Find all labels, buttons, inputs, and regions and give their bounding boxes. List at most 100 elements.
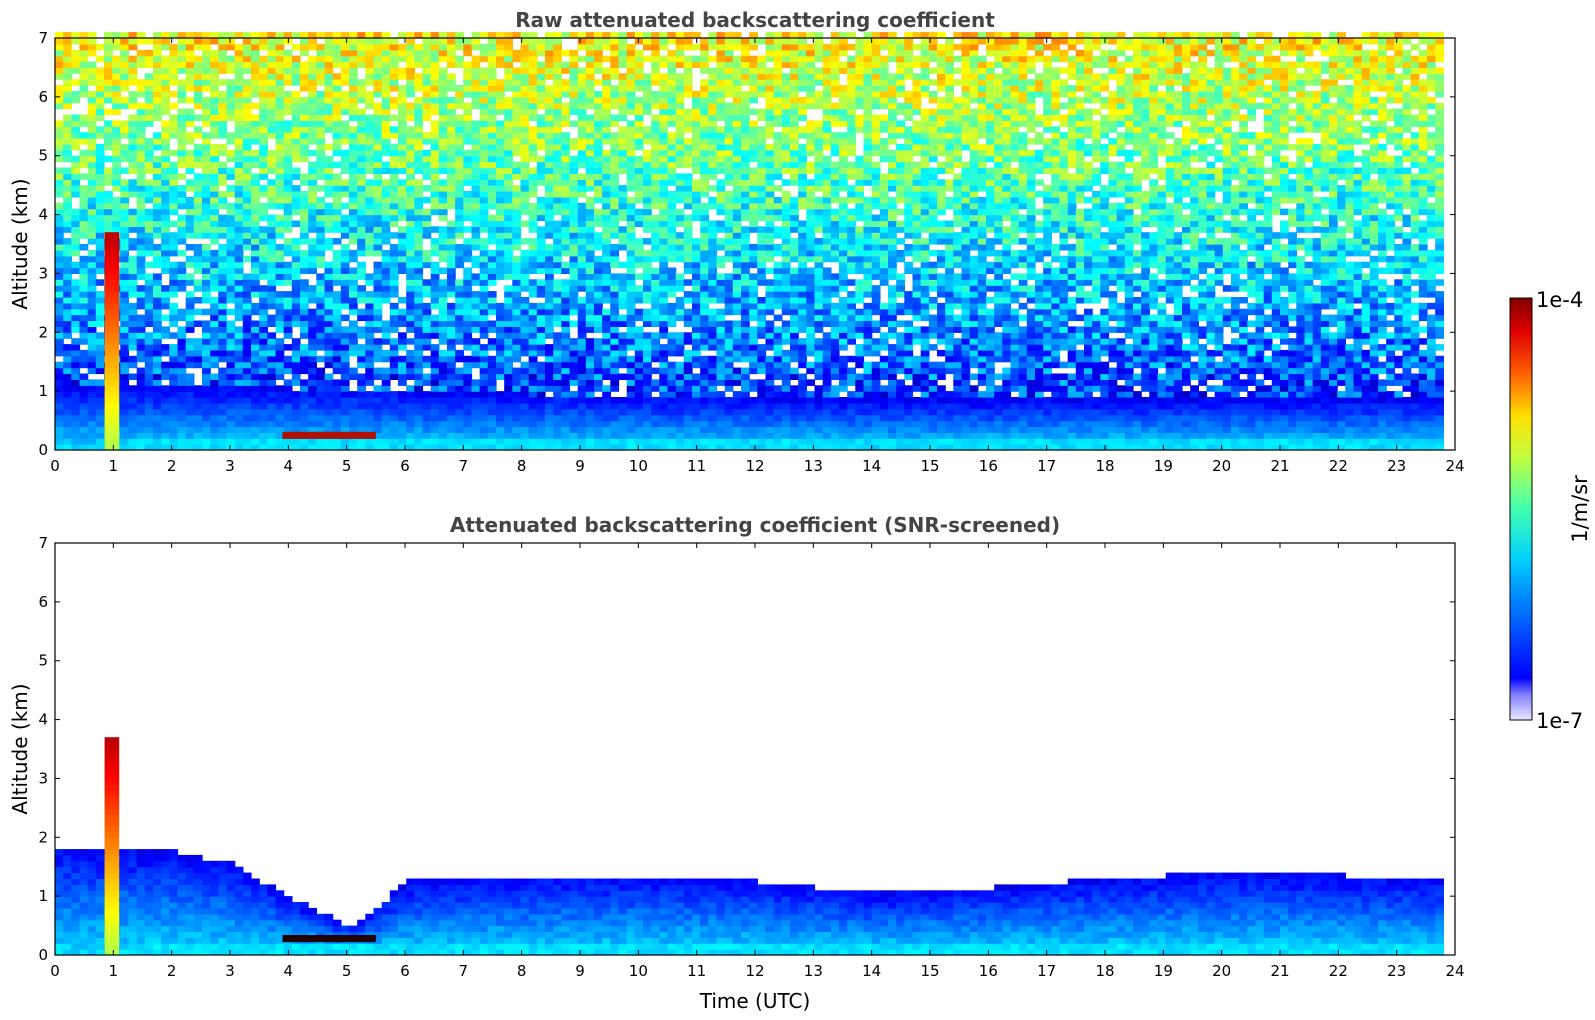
heat-cell xyxy=(251,279,260,286)
heat-cell xyxy=(55,361,64,369)
heat-cell xyxy=(398,338,407,345)
heat-cell xyxy=(324,320,334,327)
heat-cell xyxy=(128,143,138,151)
heat-cell xyxy=(626,126,636,133)
heat-cell xyxy=(496,138,505,145)
heat-cell xyxy=(528,408,538,416)
heat-cell xyxy=(479,273,489,280)
heat-cell xyxy=(291,320,301,327)
heat-cell xyxy=(536,302,546,310)
heat-cell xyxy=(463,238,473,245)
heat-cell xyxy=(422,444,432,451)
heat-cell xyxy=(389,179,399,186)
heat-cell xyxy=(161,291,170,298)
heat-cell xyxy=(479,191,489,198)
heat-cell xyxy=(634,143,644,151)
heat-cell xyxy=(283,414,293,422)
heat-cell xyxy=(55,43,64,51)
heat-cell xyxy=(569,249,579,257)
heat-cell xyxy=(422,138,432,145)
heat-cell xyxy=(185,444,195,451)
heat-cell xyxy=(128,261,138,269)
heat-cell xyxy=(692,397,701,404)
heat-cell xyxy=(398,191,407,198)
heat-cell xyxy=(153,202,162,210)
heat-cell xyxy=(153,208,162,216)
heat-cell xyxy=(520,49,530,57)
heat-cell xyxy=(667,426,677,433)
heat-cell xyxy=(626,173,636,180)
heat-cell xyxy=(373,385,383,392)
heat-cell xyxy=(406,85,415,92)
heat-cell xyxy=(267,220,277,227)
heat-cell xyxy=(643,267,652,274)
heat-cell xyxy=(389,408,399,416)
heat-cell xyxy=(610,244,620,251)
heat-cell xyxy=(487,91,497,98)
heat-cell xyxy=(398,226,407,233)
heat-cell xyxy=(463,408,473,416)
heat-cell xyxy=(283,391,293,398)
heat-cell xyxy=(283,320,293,327)
heat-cell xyxy=(536,208,546,216)
heat-cell xyxy=(218,285,228,292)
heat-cell xyxy=(226,138,236,145)
heat-cell xyxy=(438,285,448,292)
heat-cell xyxy=(471,161,481,169)
heat-cell xyxy=(561,208,571,216)
heat-cell xyxy=(87,185,97,192)
heat-cell xyxy=(659,43,669,51)
heat-cell xyxy=(520,191,530,198)
heat-cell xyxy=(643,338,652,345)
heat-cell xyxy=(95,432,105,439)
heat-cell xyxy=(520,61,530,68)
heat-cell xyxy=(161,438,170,445)
heat-cell xyxy=(667,273,677,280)
heat-cell xyxy=(153,367,162,375)
heat-cell xyxy=(692,244,701,251)
heat-cell xyxy=(226,326,236,333)
heat-cell xyxy=(177,373,187,380)
heat-cell xyxy=(447,379,456,386)
heat-cell xyxy=(536,143,546,151)
heat-cell xyxy=(120,226,130,233)
heat-cell xyxy=(291,173,301,180)
heat-cell xyxy=(242,91,252,98)
heat-cell xyxy=(585,432,595,439)
heat-cell xyxy=(406,291,415,298)
heat-cell xyxy=(283,244,293,251)
heat-cell xyxy=(536,255,546,263)
heat-cell xyxy=(414,432,424,439)
heat-cell xyxy=(300,367,309,375)
heat-cell xyxy=(226,102,236,110)
heat-cell xyxy=(349,126,358,133)
heat-cell xyxy=(675,43,685,51)
heat-cell xyxy=(634,167,644,174)
heat-cell xyxy=(389,220,399,227)
heat-cell xyxy=(324,297,334,304)
heat-cell xyxy=(161,185,170,192)
heat-cell xyxy=(585,426,595,433)
heat-cell xyxy=(267,79,277,86)
heat-cell xyxy=(226,38,236,45)
heat-cell xyxy=(291,267,301,274)
heat-cell xyxy=(136,155,146,163)
heat-cell xyxy=(136,355,146,363)
heat-cell xyxy=(634,126,644,133)
heat-cell xyxy=(479,138,489,145)
heat-cell xyxy=(683,226,693,233)
heat-cell xyxy=(455,432,464,439)
heat-cell xyxy=(87,91,97,98)
heat-cell xyxy=(349,255,358,263)
heat-cell xyxy=(528,338,538,345)
heat-cell xyxy=(496,96,505,104)
heat-cell xyxy=(414,208,424,216)
heat-cell xyxy=(463,373,473,380)
heat-cell xyxy=(120,273,130,280)
heat-cell xyxy=(71,244,81,251)
heat-cell xyxy=(234,385,244,392)
heat-cell xyxy=(585,273,595,280)
heat-cell xyxy=(381,102,391,110)
heat-cell xyxy=(234,355,244,363)
heat-cell xyxy=(128,414,138,422)
